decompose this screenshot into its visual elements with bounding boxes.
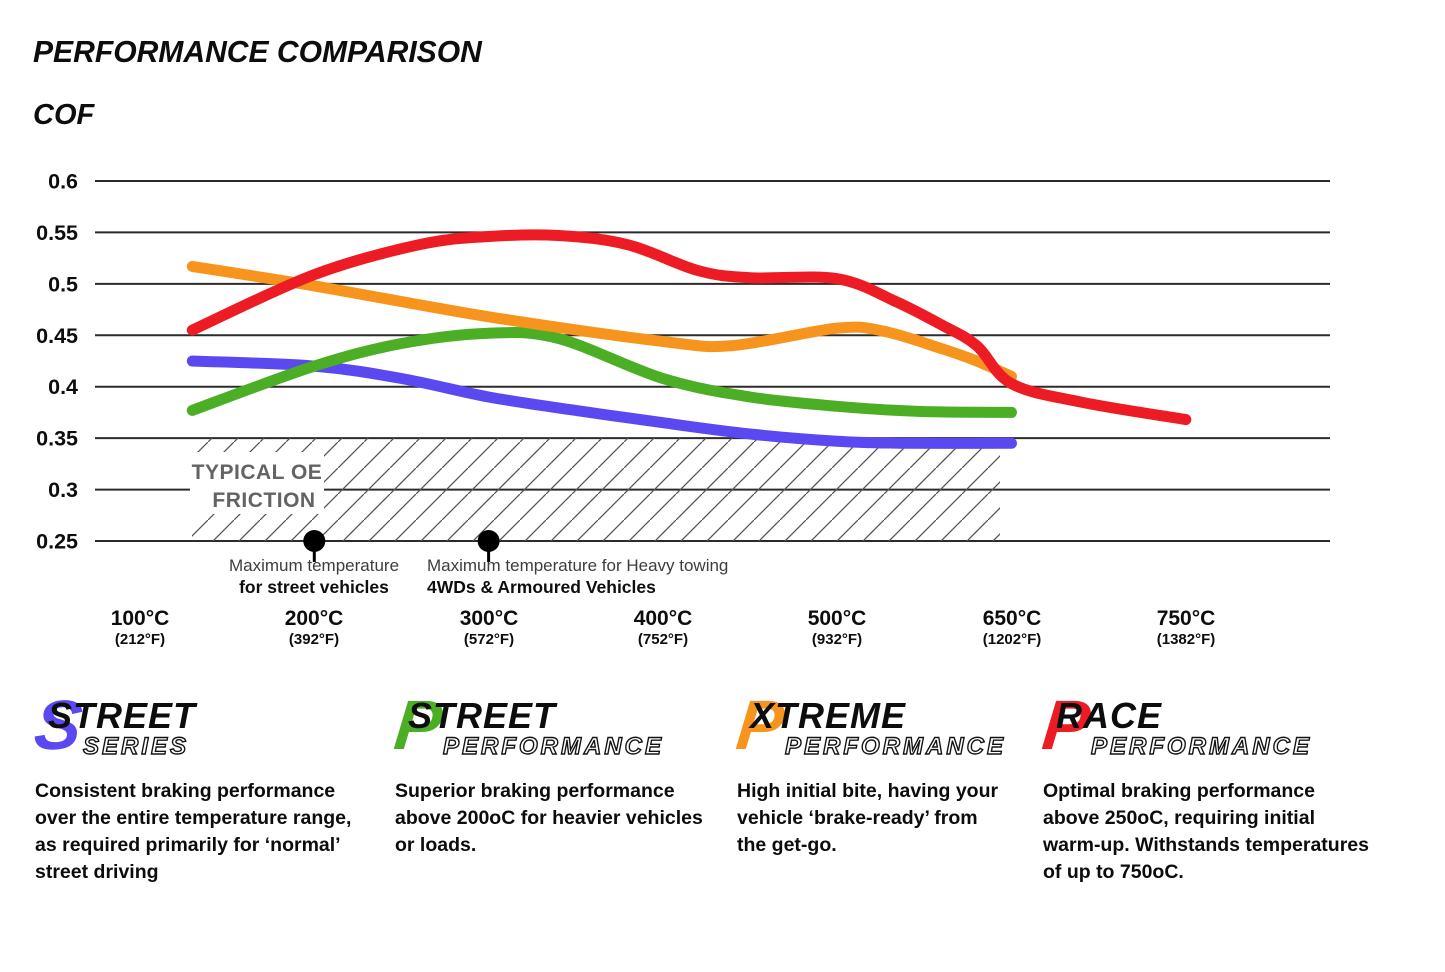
annotation-line1: Maximum temperature — [228, 556, 400, 575]
x-tick-fahrenheit: (572°F) — [463, 631, 515, 649]
logo-word2: PERFORMANCE — [784, 733, 1007, 760]
logo-word2: SERIES — [82, 733, 190, 760]
x-tick-fahrenheit: (1382°F) — [1156, 631, 1216, 649]
legend-description: Superior braking performance above 200oC… — [395, 780, 703, 856]
x-tick-celsius: 750°C — [1156, 607, 1216, 630]
y-axis-title: COF — [33, 99, 95, 131]
x-tick-celsius: 300°C — [459, 607, 519, 630]
legend-street-performance: P STREET PERFORMANCE Superior braking pe… — [391, 686, 730, 856]
annotation-line1: Maximum temperature for Heavy towing — [427, 556, 729, 575]
x-tick-fahrenheit: (1202°F) — [982, 631, 1042, 649]
xtreme-performance-logo: P XTREME PERFORMANCE — [733, 686, 1037, 772]
series-race-performance — [186, 229, 1192, 426]
y-tick-label: 0.6 — [48, 170, 78, 194]
x-tick-celsius: 400°C — [633, 607, 693, 630]
x-tick-fahrenheit: (932°F) — [811, 631, 863, 649]
logo-word2: PERFORMANCE — [1090, 733, 1313, 760]
logo-word1: RACE — [1056, 695, 1163, 736]
logo-word1: XTREME — [750, 695, 907, 736]
y-tick-label: 0.45 — [36, 324, 78, 348]
y-tick-label: 0.4 — [48, 375, 78, 399]
annotation-200: Maximum temperature for street vehicles — [154, 556, 474, 597]
y-tick-label: 0.35 — [36, 427, 78, 451]
x-tick-celsius: 100°C — [110, 607, 170, 630]
street-performance-logo: P STREET PERFORMANCE — [391, 686, 730, 772]
oe-friction-band — [192, 438, 1000, 541]
logo-word1: STREET — [408, 695, 557, 736]
y-tick-label: 0.25 — [36, 530, 78, 554]
legend-street-series: S STREET SERIES Consistent braking perfo… — [31, 686, 370, 883]
chart-title: PERFORMANCE COMPARISON — [33, 34, 482, 69]
series-street-performance — [186, 327, 1017, 418]
annotation-line2: for street vehicles — [239, 576, 389, 597]
x-tick-celsius: 500°C — [807, 607, 867, 630]
x-tick-750: 750°C (1382°F) — [1106, 607, 1266, 649]
x-tick-100: 100°C (212°F) — [60, 607, 220, 649]
street-series-logo: S STREET SERIES — [31, 686, 370, 772]
legend-description: Optimal braking performance above 250oC,… — [1043, 780, 1369, 883]
series-xtreme-performance — [186, 260, 1017, 382]
marker-dot — [303, 530, 326, 552]
x-tick-celsius: 650°C — [982, 607, 1042, 630]
oe-label-bg — [190, 452, 324, 514]
y-tick-label: 0.3 — [48, 478, 78, 502]
logo-word1: STREET — [48, 695, 197, 736]
y-tick-label: 0.55 — [36, 221, 78, 245]
legend-description: Consistent braking performance over the … — [35, 780, 352, 883]
x-tick-500: 500°C (932°F) — [757, 607, 917, 649]
oe-band-label-1: TYPICAL OE — [192, 461, 323, 484]
x-tick-300: 300°C (572°F) — [409, 607, 569, 649]
chart-svg: 0.6 0.55 0.5 0.45 0.4 0.35 0.3 0.25 TYPICAL OE FR… — [36, 170, 1330, 562]
series-street-series — [186, 355, 1017, 449]
marker-dot — [477, 530, 500, 552]
x-tick-celsius: 200°C — [284, 607, 344, 630]
x-tick-200: 200°C (392°F) — [234, 607, 394, 649]
annotation-line2: 4WDs & Armoured Vehicles — [427, 576, 656, 597]
legend-description: High initial bite, having your vehicle ‘… — [737, 780, 999, 856]
annotation-300: Maximum temperature for Heavy towing 4WDs… — [427, 556, 747, 597]
x-tick-650: 650°C (1202°F) — [932, 607, 1092, 649]
logo-word2: PERFORMANCE — [442, 733, 665, 760]
legend-race-performance: P RACE PERFORMANCE Optimal braking perfo… — [1039, 686, 1378, 883]
race-performance-logo: P RACE PERFORMANCE — [1039, 686, 1378, 772]
cof-line-chart: 0.6 0.55 0.5 0.45 0.4 0.35 0.3 0.25 TYPICAL OE FR… — [36, 170, 1330, 649]
y-tick-label: 0.5 — [48, 272, 78, 296]
x-tick-fahrenheit: (752°F) — [637, 631, 689, 649]
oe-band-label-2: FRICTION — [212, 489, 315, 512]
legend-xtreme-performance: P XTREME PERFORMANCE High initial bite, … — [733, 686, 1037, 856]
x-tick-fahrenheit: (212°F) — [114, 631, 166, 649]
x-tick-fahrenheit: (392°F) — [288, 631, 340, 649]
x-tick-400: 400°C (752°F) — [583, 607, 743, 649]
